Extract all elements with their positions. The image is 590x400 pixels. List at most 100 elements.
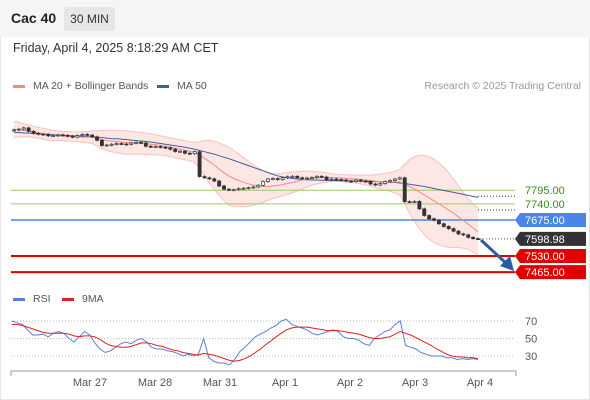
legend-rsi-ma-label: 9MA xyxy=(82,293,104,305)
level-value-label: 7465.00 xyxy=(525,267,565,279)
candle-body xyxy=(266,178,270,182)
candle-body xyxy=(285,176,290,179)
legend-ma50: MA 50 xyxy=(157,80,207,92)
candle-body xyxy=(148,145,153,148)
candle-body xyxy=(324,176,329,181)
candle-body xyxy=(134,141,139,144)
candle-body xyxy=(373,183,378,186)
candle-body xyxy=(226,188,231,191)
candle-body xyxy=(129,142,134,145)
candle-body xyxy=(393,178,397,181)
x-tick-label: Apr 4 xyxy=(467,377,493,389)
rsi-tick-label: 70 xyxy=(525,316,537,328)
candle-body xyxy=(466,234,471,238)
candle-body xyxy=(187,152,192,155)
candle-body xyxy=(46,133,51,137)
candle-body xyxy=(109,143,114,146)
candle-body xyxy=(412,201,417,203)
candle-body xyxy=(461,233,466,236)
x-tick-label: Mar 27 xyxy=(73,377,107,389)
candle-body xyxy=(12,129,16,132)
level-tag-support xyxy=(515,249,586,263)
bollinger-band-fill xyxy=(14,121,478,256)
candle-body xyxy=(256,184,261,188)
candle-body xyxy=(471,237,476,239)
candle-body xyxy=(178,150,183,153)
candle-body xyxy=(451,228,456,232)
candle-body xyxy=(417,201,422,210)
research-credit: Research © 2025 Trading Central xyxy=(424,80,581,92)
x-tick-label: Apr 1 xyxy=(272,377,298,389)
legend-rsi: RSI xyxy=(13,293,51,305)
candle-body xyxy=(51,135,56,137)
candle-body xyxy=(90,134,95,138)
candle-body xyxy=(456,230,461,235)
legend-ma50-label: MA 50 xyxy=(177,80,207,92)
timeframe-button[interactable]: 30 MIN xyxy=(64,7,115,31)
candle-body xyxy=(99,139,104,146)
candle-body xyxy=(168,147,173,150)
candle-body xyxy=(36,133,41,135)
legend-rsi-label: RSI xyxy=(33,293,51,305)
candle-body xyxy=(153,146,158,148)
candle-body xyxy=(290,175,295,178)
level-tag-support xyxy=(515,265,586,280)
candle-body xyxy=(31,131,36,134)
candle-body xyxy=(349,180,353,183)
legend-rsi-ma: 9MA xyxy=(62,293,104,305)
candle-body xyxy=(173,148,178,152)
candle-body xyxy=(378,183,383,186)
chart-header: Cac 40 30 MIN xyxy=(0,0,590,37)
candle-body xyxy=(432,218,436,221)
level-value-label: 7795.00 xyxy=(525,185,565,197)
legend-bollinger-label: MA 20 + Bollinger Bands xyxy=(33,80,149,92)
candle-body xyxy=(85,133,90,136)
bollinger-upper-line xyxy=(13,120,479,209)
symbol-title: Cac 40 xyxy=(11,10,57,26)
candle-body xyxy=(60,134,65,137)
candle-body xyxy=(329,178,334,181)
candle-body xyxy=(212,178,217,182)
candle-body xyxy=(231,189,236,192)
rsi-swatch xyxy=(13,297,25,301)
candle-body xyxy=(158,146,163,148)
candle-body xyxy=(476,238,480,240)
candle-body xyxy=(246,187,251,190)
candle-body xyxy=(270,178,275,180)
candle-body xyxy=(441,223,446,227)
candle-body xyxy=(353,179,358,182)
candle-body xyxy=(446,226,451,230)
candle-body xyxy=(80,133,85,136)
candle-body xyxy=(319,175,324,178)
x-tick-label: Mar 31 xyxy=(203,377,237,389)
candle-body xyxy=(236,188,241,191)
candle-body xyxy=(261,181,266,186)
level-tag-pivot xyxy=(515,213,586,227)
candle-body xyxy=(275,178,280,180)
candle-body xyxy=(339,179,344,181)
candle-body xyxy=(222,185,226,190)
candle-body xyxy=(217,180,222,187)
ma50-swatch xyxy=(157,84,169,88)
candle-body xyxy=(75,135,80,138)
level-value-label: 7675.00 xyxy=(525,215,565,227)
level-value-label: 7530.00 xyxy=(525,251,565,263)
candle-body xyxy=(143,142,148,147)
candle-body xyxy=(334,178,339,181)
candle-body xyxy=(26,127,31,132)
candle-body xyxy=(192,151,197,155)
candle-body xyxy=(358,179,363,182)
candle-body xyxy=(368,181,373,185)
projection-arrow-head xyxy=(500,256,514,271)
rsi-line xyxy=(11,318,479,366)
candle-body xyxy=(402,177,407,202)
candle-body xyxy=(124,143,129,146)
candle-body xyxy=(207,177,212,180)
candle-body xyxy=(427,215,432,220)
candle-body xyxy=(388,180,393,183)
candle-body xyxy=(197,151,202,177)
projection-arrow-shaft xyxy=(479,238,510,267)
bollinger-lower-line xyxy=(13,136,479,256)
candle-body xyxy=(363,180,368,183)
candle-body xyxy=(41,133,46,136)
